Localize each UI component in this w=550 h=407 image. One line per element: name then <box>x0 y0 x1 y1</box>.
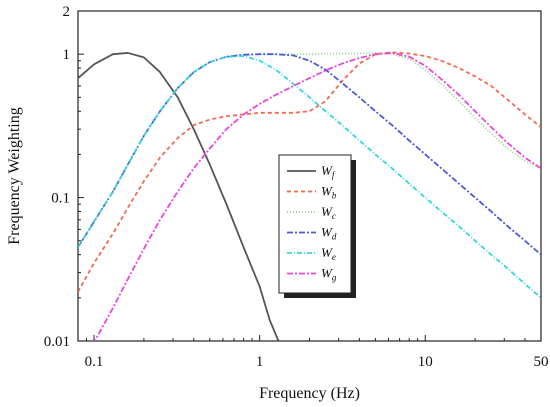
x-tick-label: 1 <box>256 354 264 370</box>
y-tick-label: 2 <box>63 4 71 20</box>
series-line-we <box>78 55 541 299</box>
series-line-wf <box>78 52 280 341</box>
x-tick-label: 50 <box>534 354 549 370</box>
tick-labels: 0.1 1 10 50 0.01 0.1 1 2 <box>44 4 549 370</box>
legend-label-we: We <box>321 245 336 262</box>
y-axis-label: Frequency Weighting <box>6 107 23 245</box>
series-line-wc <box>78 52 541 248</box>
x-tick-label: 10 <box>418 354 433 370</box>
legend-items: Wf Wb Wc Wd We Wg <box>287 163 337 283</box>
legend: Wf Wb Wc Wd We Wg <box>278 154 356 298</box>
legend-label-wg: Wg <box>321 266 337 283</box>
legend-label-wd: Wd <box>321 225 337 242</box>
series-line-wd <box>78 53 541 256</box>
x-axis-label: Frequency (Hz) <box>259 385 360 402</box>
series-layer <box>78 51 541 341</box>
tick-marks <box>77 10 542 342</box>
series-line-wb <box>78 51 541 293</box>
legend-label-wc: Wc <box>321 204 336 221</box>
legend-label-wf: Wf <box>321 163 336 180</box>
y-tick-label: 0.1 <box>51 191 70 207</box>
y-tick-label: 0.01 <box>44 334 70 350</box>
x-tick-label: 0.1 <box>85 354 104 370</box>
series-line-wg <box>93 52 541 341</box>
y-tick-label: 1 <box>63 47 71 63</box>
legend-label-wb: Wb <box>321 184 337 201</box>
legend-box <box>278 154 352 294</box>
